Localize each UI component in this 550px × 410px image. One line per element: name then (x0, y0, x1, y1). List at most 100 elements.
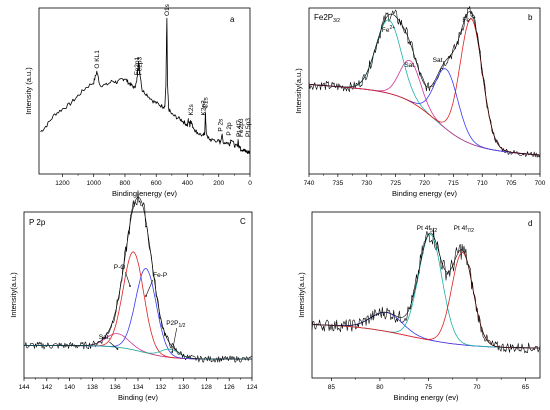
panel-d: 85 80 75 70 65 Binding energy (ev) Intensity(a… (297, 211, 541, 402)
panel-title: P 2p (29, 218, 46, 227)
peak-annotation: K2s (188, 104, 195, 116)
x-tick-label: 132 (155, 384, 166, 391)
y-axis-label: Intensity (a.u.) (24, 67, 33, 115)
annotation-arrow (171, 327, 178, 353)
y-axis-label: Intensity(a.u.) (294, 68, 303, 114)
peak-annotation: Fe2p3 (238, 118, 245, 137)
peak-annotation: Sat (433, 57, 443, 64)
panel-c: 144 142 140 138 136 134 132 130 128 126 124 Binding… (9, 190, 258, 402)
x-tick-label: 124 (247, 384, 258, 391)
peak-annotation: Sat. (404, 62, 416, 69)
x-tick-label: 70 (473, 384, 481, 391)
x-tick-label: 720 (419, 180, 430, 187)
peak-annotation: Pt 4f7/2 (454, 225, 475, 234)
x-tick-label: 735 (332, 180, 343, 187)
raw-spectrum-line (23, 190, 253, 363)
panel-letter-a: a (230, 15, 235, 24)
panel-a: 1200 1000 800 600 400 200 0 Binding energy (ev)… (24, 3, 252, 198)
peak-annotation: O1s (164, 3, 171, 16)
envelope-line (308, 11, 541, 156)
annotation-subscript: 7/2 (467, 228, 474, 234)
annotation-arrowhead (145, 295, 147, 297)
x-tick-label: 130 (178, 384, 189, 391)
annotation-superscript: 3+ (470, 15, 476, 21)
envelope-line (312, 232, 540, 349)
x-tick-label: 85 (328, 384, 336, 391)
plot-frame (311, 211, 541, 379)
plot-frame (23, 211, 253, 379)
y-axis-label: Intensity(a.u.) (297, 272, 306, 318)
peak-annotation: Fe2+ (382, 25, 395, 34)
x-tick-label: 700 (535, 180, 546, 187)
x-tick-label: 705 (506, 180, 517, 187)
annotation-arrow (109, 341, 118, 350)
panel-title: Fe2P3/2 (314, 13, 340, 24)
x-tick-label: 144 (19, 384, 30, 391)
raw-spectrum-line (308, 6, 541, 158)
peak-annotation: Pt 5p3 (245, 118, 252, 137)
x-tick-label: 134 (133, 384, 144, 391)
peak-annotation: Pt 4f5/2 (417, 225, 438, 234)
x-tick-label: 126 (224, 384, 235, 391)
panel-letter-d: d (528, 219, 532, 228)
peak-annotation: Sat. (99, 334, 111, 341)
x-tick-label: 142 (41, 384, 52, 391)
peak-annotation: Pt 4f7 (236, 120, 243, 137)
x-tick-label: 600 (151, 180, 162, 187)
x-tick-label: 800 (120, 180, 131, 187)
annotation-arrowhead (116, 348, 119, 350)
fitted-peak-line (312, 251, 540, 349)
x-tick-label: 65 (522, 384, 530, 391)
x-tick-label: 75 (425, 384, 433, 391)
x-axis-label: Binding energy (ev) (392, 189, 458, 198)
fitted-peak-line (312, 311, 540, 349)
peak-annotation: P 2p (226, 122, 233, 136)
peak-annotation: K2p3 (201, 100, 208, 116)
x-tick-label: 715 (448, 180, 459, 187)
title-subscript: 3/2 (333, 18, 340, 24)
fitted-peak-line (308, 68, 541, 156)
x-tick-label: 80 (376, 384, 384, 391)
x-tick-label: 138 (87, 384, 98, 391)
peak-annotation: P2P1/2 (166, 320, 185, 329)
panel-b: 740 735 730 725 720 715 710 705 700 Binding energ… (294, 6, 546, 198)
panel-letter-b: b (528, 13, 533, 22)
x-axis-label: Binding energy (ev) (393, 393, 459, 402)
annotation-arrowhead (129, 285, 131, 287)
x-tick-label: 400 (182, 180, 193, 187)
x-tick-label: 0 (248, 180, 252, 187)
x-tick-label: 128 (201, 384, 212, 391)
panel-letter-c: C (240, 217, 246, 226)
peak-annotation: Fe-P (153, 272, 167, 279)
peak-annotation: C1s (203, 96, 210, 108)
x-tick-label: 136 (110, 384, 121, 391)
fitted-peak-line (24, 251, 252, 360)
peak-annotation: Fe2p1 (134, 56, 141, 75)
y-axis-label: Intensity(a.u.) (9, 272, 18, 318)
x-tick-label: 725 (390, 180, 401, 187)
peak-annotation: P-O (114, 264, 126, 271)
annotation-arrowhead (171, 351, 174, 353)
background-line (312, 324, 540, 349)
peak-annotation: Fe3+ (462, 15, 475, 24)
x-tick-label: 710 (477, 180, 488, 187)
raw-spectrum-line (311, 227, 541, 354)
annotation-arrow (145, 279, 154, 297)
peak-annotation: P 2s (217, 118, 224, 132)
survey-spectrum-line (40, 17, 251, 155)
x-tick-label: 1000 (86, 180, 101, 187)
fitted-peak-line (308, 59, 541, 156)
x-axis-label: Binding (ev) (118, 393, 159, 402)
plot-frame (38, 7, 251, 175)
envelope-line (24, 196, 252, 360)
x-tick-label: 730 (361, 180, 372, 187)
annotation-superscript: 2+ (389, 25, 395, 31)
x-tick-label: 1200 (55, 180, 70, 187)
peak-annotation: O KL1 (94, 50, 101, 69)
x-tick-label: 140 (64, 384, 75, 391)
annotation-subscript: 1/2 (178, 323, 185, 329)
annotation-subscript: 5/2 (430, 228, 437, 234)
fitted-peak-line (312, 233, 540, 349)
peak-annotation: Fe2p3 (136, 56, 143, 75)
